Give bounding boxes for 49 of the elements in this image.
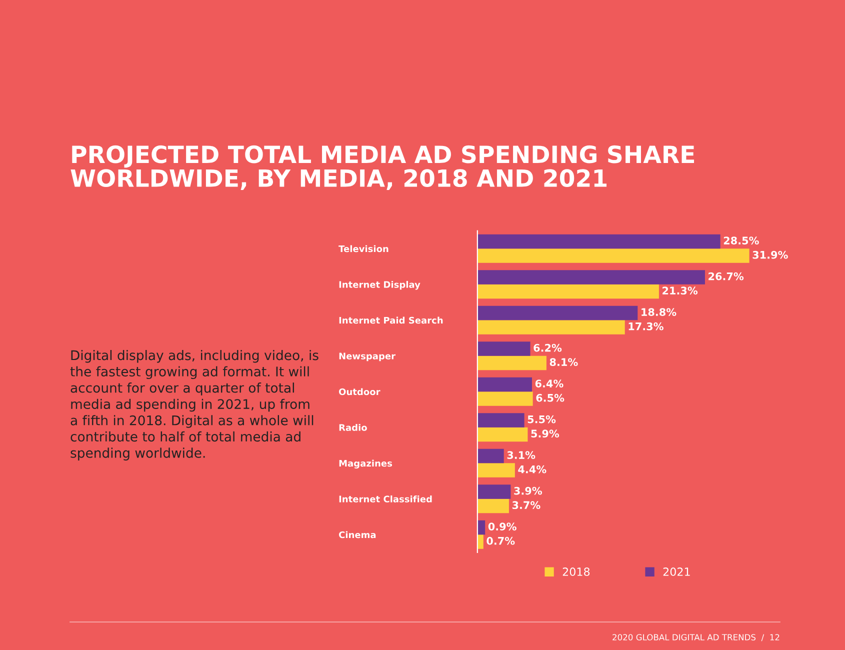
data-label: 8.1% bbox=[550, 358, 578, 366]
data-label: 6.5% bbox=[536, 394, 564, 402]
bar bbox=[477, 413, 524, 428]
data-label: 26.7% bbox=[708, 272, 744, 280]
data-label: 21.3% bbox=[662, 286, 698, 295]
bar bbox=[477, 306, 638, 320]
data-label: 5.5% bbox=[528, 415, 556, 424]
y-tick-label: Television bbox=[338, 245, 388, 252]
data-label: 17.3% bbox=[628, 322, 664, 330]
data-label: 3.7% bbox=[512, 501, 540, 510]
y-tick-label: Internet Display bbox=[339, 280, 420, 290]
y-tick-label: Magazines bbox=[339, 460, 392, 469]
bar bbox=[477, 342, 530, 356]
data-label: 18.8% bbox=[642, 308, 676, 316]
bar bbox=[477, 534, 484, 549]
bar bbox=[477, 284, 659, 299]
text: Digital display ads, including video, is the fastest growing ad format. It will account for over a quarter of total media ad spending in 2021, up from a fifth in 2018. Digital as a whole will contribute to half of total media ad spending worldwide. bbox=[70, 350, 318, 460]
legend-label: 2018 bbox=[562, 568, 590, 576]
data-label: 3.1% bbox=[507, 451, 536, 459]
bar bbox=[477, 463, 515, 478]
legend-label: 2021 bbox=[663, 568, 690, 576]
data-label: 6.4% bbox=[535, 380, 564, 388]
bar bbox=[477, 498, 509, 514]
bar bbox=[477, 320, 625, 334]
text: 2020 GLOBAL DIGITAL AD TRENDS / 12 bbox=[612, 634, 780, 642]
y-tick-label: Newspaper bbox=[339, 352, 396, 362]
bar bbox=[477, 356, 546, 370]
data-label: 3.9% bbox=[514, 486, 542, 495]
data-label: 6.2% bbox=[534, 344, 562, 352]
y-tick-label: Outdoor bbox=[338, 388, 380, 396]
data-label: 5.9% bbox=[531, 430, 560, 438]
y-tick-label: Radio bbox=[339, 424, 367, 431]
bar bbox=[477, 484, 511, 499]
data-label: 0.7% bbox=[486, 536, 515, 545]
data-label: 4.4% bbox=[518, 465, 546, 474]
bar bbox=[477, 377, 532, 392]
bar bbox=[477, 392, 533, 406]
y-tick-label: Internet Paid Search bbox=[339, 316, 443, 324]
bar bbox=[477, 234, 720, 249]
bar bbox=[477, 270, 705, 284]
data-label: 28.5% bbox=[724, 236, 759, 244]
bar bbox=[477, 427, 528, 442]
bar bbox=[477, 248, 750, 263]
data-label: 0.9% bbox=[488, 522, 516, 530]
bar bbox=[477, 448, 504, 464]
chart-title: PROJECTED TOTAL MEDIA AD SPENDING SHARE WORLDWIDE, BY MEDIA, 2018 AND 2021 bbox=[70, 145, 694, 190]
y-tick-label: Internet Classified bbox=[339, 495, 432, 502]
y-tick-label: Cinema bbox=[338, 531, 376, 538]
data-label: 31.9% bbox=[752, 250, 788, 259]
